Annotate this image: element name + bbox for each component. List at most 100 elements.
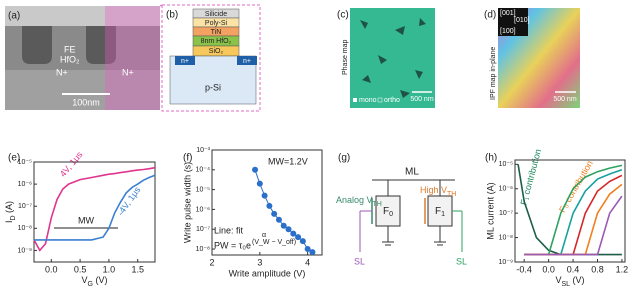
data-point <box>309 249 316 256</box>
series-line <box>33 166 156 252</box>
label: n+ <box>181 58 189 65</box>
axis-label: VG (V) <box>82 275 108 287</box>
annotation: MW=1.2V <box>268 156 308 166</box>
label: SL <box>354 256 365 266</box>
plot-frame <box>211 149 323 256</box>
axis-label-part: (V) <box>93 275 108 285</box>
layer-label: TiN <box>211 29 222 36</box>
side-label: Phase map <box>342 39 349 75</box>
legend-swatch <box>377 97 383 103</box>
x-tick-label: 2 <box>209 257 214 267</box>
data-point <box>299 238 306 245</box>
axis-label: Write pulse width (s) <box>182 162 192 243</box>
panel-g <box>359 179 463 252</box>
axis-label: [001] <box>500 10 516 17</box>
panel-b: (b) Silicide Poly-Si TiN 8nm HfO₂ SiO₂ n… <box>159 4 261 112</box>
label-part: F <box>435 206 441 217</box>
y-tick-label: 10⁻⁷ <box>196 226 210 233</box>
data-point <box>275 216 282 223</box>
data-point <box>256 180 263 187</box>
n-plus <box>175 56 195 65</box>
axis-label-part: I <box>4 221 14 224</box>
plot-frame <box>514 159 626 263</box>
side-label: IPF map in-plane <box>490 47 497 100</box>
axis-label-part: V <box>82 275 88 285</box>
data-point <box>266 202 273 209</box>
tem-top <box>5 6 160 26</box>
panel-label: (g) <box>338 153 350 164</box>
data-point <box>295 234 302 241</box>
y-tick-label: 10⁻⁸ <box>18 225 32 232</box>
color-key <box>498 8 528 36</box>
label: n+ <box>243 58 251 65</box>
label: Analog VTH <box>336 195 382 207</box>
axis-label: [010] <box>514 17 530 24</box>
annotation: (V_W − V_off) <box>252 239 296 246</box>
ground <box>382 226 446 246</box>
panel-label: (a) <box>8 11 20 22</box>
x-tick-label: 0.5 <box>74 264 87 274</box>
panel-label: (d) <box>484 10 496 21</box>
n-plus <box>237 56 257 65</box>
axis-label-part: (V) <box>570 275 585 285</box>
layer-label: Silicide <box>205 11 227 18</box>
legend-swatch <box>353 98 357 102</box>
y-tick-label: 10⁻⁵ <box>18 159 32 166</box>
plot-frame <box>33 161 156 263</box>
label: N+ <box>122 67 134 77</box>
label: N+ <box>56 67 68 77</box>
label: p-Si <box>205 82 221 92</box>
panel-label: (c) <box>337 10 349 21</box>
layer-label: SiO₂ <box>209 48 224 55</box>
label-part: High V <box>420 185 447 195</box>
axis-label-part: V <box>555 275 561 285</box>
annotation: 4V, 1μs <box>58 149 85 179</box>
layer-label: Poly-Si <box>205 20 228 27</box>
legend-label: ortho <box>384 97 400 104</box>
y-tick-label: 10⁻⁶ <box>499 186 513 193</box>
y-tick-label: 10⁻⁷ <box>18 203 32 210</box>
data-point <box>271 210 278 217</box>
data-point <box>290 230 297 237</box>
label: F0 <box>383 206 393 218</box>
x-tick-label: 3 <box>257 257 262 267</box>
axis-label-part: (A) <box>4 201 14 216</box>
x-tick-label: 0.0 <box>45 264 58 274</box>
panel-a: (a) FE HfO₂ N+ N+ 100nm <box>5 6 160 110</box>
y-tick-label: 10⁻⁵ <box>499 161 513 168</box>
data-point <box>261 192 268 199</box>
label: FE <box>64 44 76 54</box>
label-part: F <box>383 206 389 217</box>
y-tick-label: 10⁻⁸ <box>499 234 513 241</box>
gate-shape <box>22 26 116 64</box>
x-tick-label: 4 <box>305 257 310 267</box>
y-tick-label: 10⁻⁵ <box>196 186 210 193</box>
layer-label: 8nm HfO₂ <box>201 38 232 45</box>
label-sub: 1 <box>441 211 445 218</box>
x-tick-label: -0.4 <box>516 264 532 274</box>
axis-label: [100] <box>500 28 516 35</box>
y-tick-label: 10⁻⁸ <box>196 246 210 253</box>
annotations: 4V, 1μs -4V, 1μs MW MW=1.2V Line: fit PW… <box>54 148 595 250</box>
highlight <box>105 6 160 110</box>
panel-label: (f) <box>183 153 192 164</box>
data-point <box>252 166 259 173</box>
annotation: MW <box>78 215 94 225</box>
panel-g-text: (g) ML Analog VTH High VTH F0 F1 SL SL <box>336 153 467 267</box>
label: HfO₂ <box>60 54 80 64</box>
label: ML <box>405 167 419 178</box>
y-tick-label: 10⁻⁹ <box>18 247 32 254</box>
label-sub: TH <box>447 191 456 198</box>
label: F1 <box>435 206 445 218</box>
legend-label: mono <box>359 97 377 104</box>
y-tick-label: 10⁻⁷ <box>499 210 513 217</box>
transistor <box>427 195 453 227</box>
label: High VTH <box>420 185 456 197</box>
y-tick-label: 10⁻⁴ <box>196 167 211 174</box>
y-tick-label: 10⁻⁶ <box>196 206 210 213</box>
label: SL <box>456 256 467 266</box>
data-point <box>304 246 311 253</box>
data-point <box>280 222 287 229</box>
